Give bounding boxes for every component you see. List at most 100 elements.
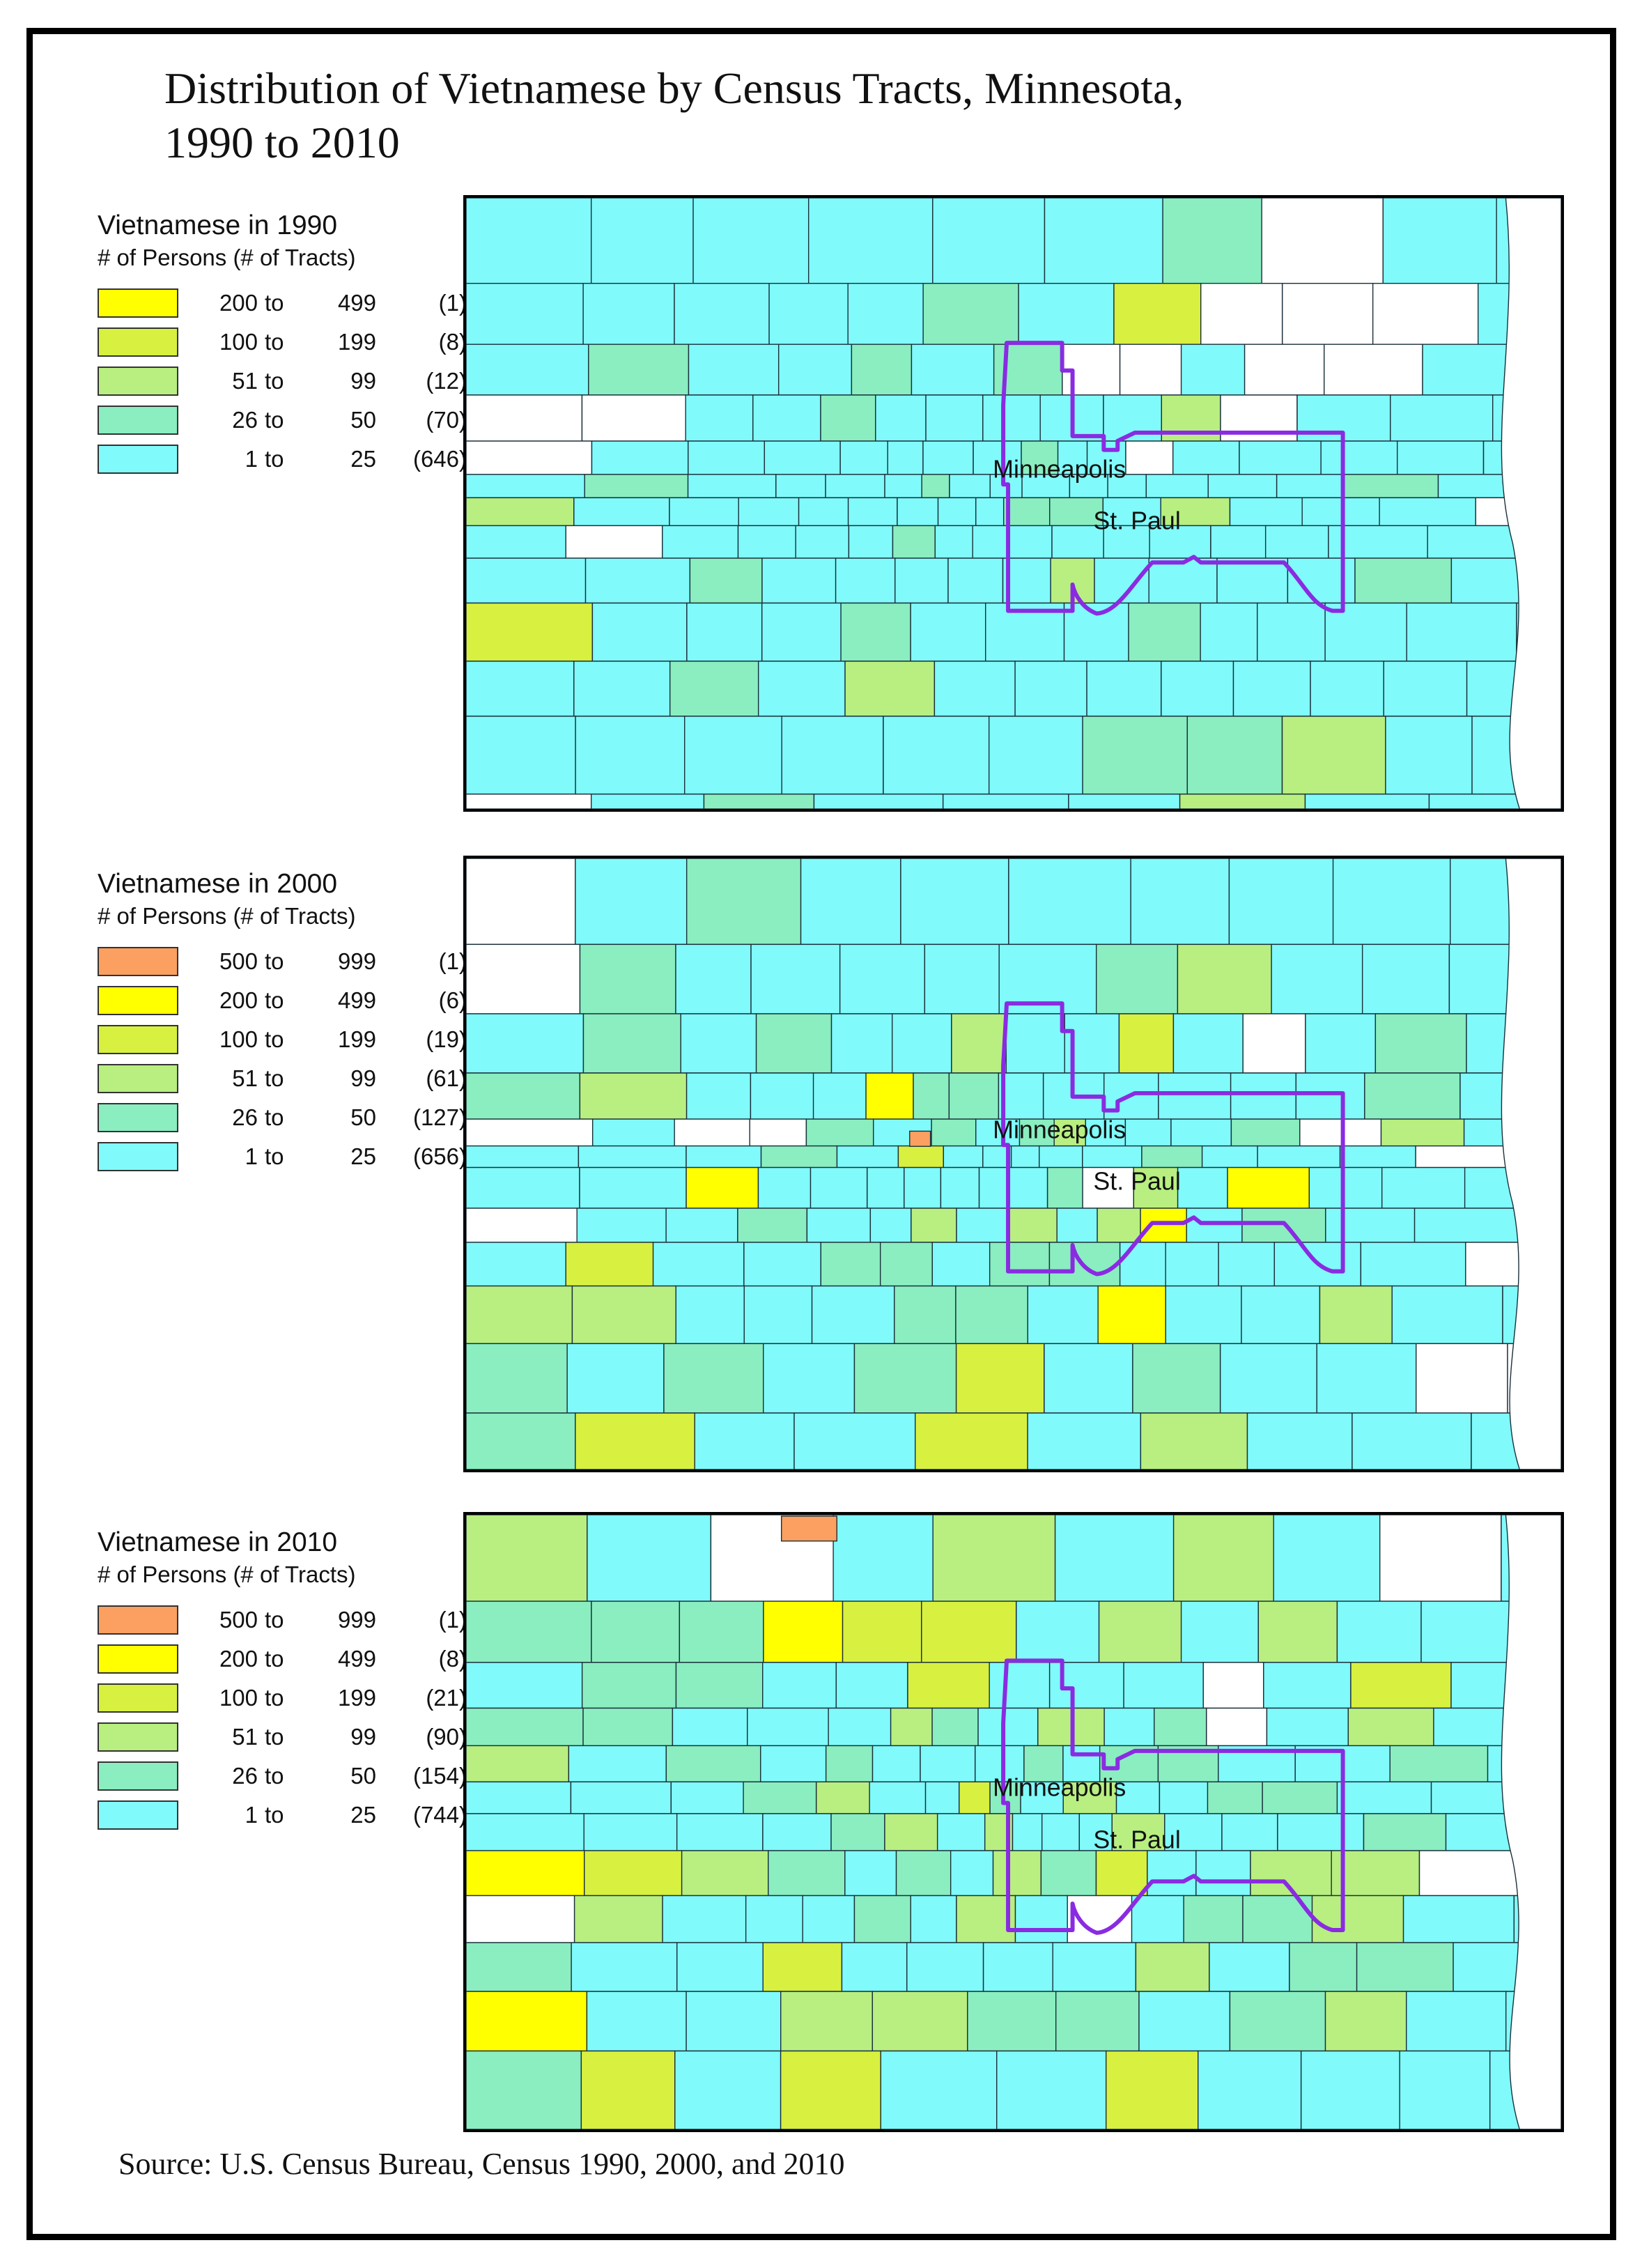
census-tract <box>694 1412 795 1469</box>
census-tract <box>466 1166 580 1209</box>
legend-swatch <box>98 1761 178 1791</box>
census-tract <box>1172 1013 1244 1074</box>
census-tract <box>582 282 675 345</box>
census-tract <box>466 943 581 1015</box>
census-tract <box>973 440 1022 475</box>
legend-subtitle: # of Persons (# of Tracts) <box>98 1561 356 1587</box>
census-tract <box>900 858 1009 946</box>
census-tract <box>1118 1013 1175 1074</box>
census-tract <box>466 716 576 795</box>
census-tract <box>591 440 689 475</box>
map-1990-svg: Minneapolis St. Paul <box>466 198 1561 809</box>
census-tract <box>982 1942 1053 1992</box>
census-tract <box>1097 1285 1166 1345</box>
census-tract <box>820 394 876 442</box>
census-tract <box>1002 497 1051 527</box>
tract-count: (8) <box>438 329 467 355</box>
census-tract <box>1145 474 1209 498</box>
census-tract <box>1027 1412 1142 1469</box>
census-tract <box>1159 1781 1209 1814</box>
range-low: 51 <box>232 1065 258 1091</box>
legend-title: Vietnamese in 2000 <box>98 869 338 899</box>
census-tract <box>880 2050 998 2129</box>
census-tract <box>1131 1895 1184 1943</box>
census-tract <box>844 1850 897 1897</box>
tract-count: (70) <box>426 407 467 433</box>
census-tract <box>1068 794 1181 809</box>
census-tract <box>763 1600 844 1663</box>
legend-swatch <box>98 1683 178 1713</box>
census-tract <box>1186 716 1283 795</box>
census-tract <box>1230 1072 1297 1120</box>
census-tract <box>1052 1942 1137 1992</box>
census-tract <box>780 2050 881 2129</box>
range-to: to <box>265 948 284 974</box>
census-tract <box>762 1662 837 1709</box>
census-tract <box>934 525 973 559</box>
census-tract <box>1044 1343 1133 1414</box>
legend-row: 51 to 99 (12) <box>98 362 467 401</box>
census-tract <box>884 1813 938 1851</box>
census-tract <box>932 1515 1056 1602</box>
census-tract <box>743 1285 813 1345</box>
census-tract <box>805 1118 874 1147</box>
legend-swatch <box>98 445 178 474</box>
census-tract <box>810 1166 868 1209</box>
census-tract <box>1257 1600 1338 1663</box>
range-high: 99 <box>350 1065 376 1091</box>
census-tract <box>894 557 949 604</box>
census-tract <box>1158 1072 1232 1120</box>
map-2010-svg: Minneapolis St. Paul <box>466 1515 1561 2129</box>
census-tract <box>681 1850 769 1897</box>
city-label-st-paul: St. Paul <box>1093 1168 1180 1196</box>
census-tract <box>813 794 944 809</box>
census-tract <box>1107 474 1147 498</box>
census-tract <box>768 1850 846 1897</box>
census-tract <box>950 1850 994 1897</box>
census-tract <box>1347 1707 1434 1747</box>
legend-title: Vietnamese in 1990 <box>98 210 338 240</box>
map-2000: Minneapolis St. Paul <box>463 856 1564 1472</box>
census-tract <box>1198 2050 1302 2129</box>
tract-layer <box>466 858 1561 1469</box>
census-tract <box>1106 2050 1199 2129</box>
census-tract <box>1383 661 1468 717</box>
census-tract <box>466 1707 584 1747</box>
census-tract <box>685 394 754 442</box>
range-high: 50 <box>350 1104 376 1130</box>
census-tract <box>1325 1208 1416 1243</box>
range-high: 499 <box>337 987 376 1013</box>
census-tract <box>1141 1145 1203 1168</box>
census-tract <box>675 1285 745 1345</box>
range-low: 51 <box>232 1724 258 1750</box>
census-tract <box>583 1813 678 1851</box>
census-tract <box>1379 1515 1502 1602</box>
census-tract <box>835 1662 908 1709</box>
census-tract <box>1382 198 1497 284</box>
range-to: to <box>265 987 284 1013</box>
census-tract <box>1263 1662 1351 1709</box>
legend-row: 1 to 25 (656) <box>98 1138 467 1177</box>
census-tract <box>1172 1515 1274 1602</box>
census-tract <box>466 794 592 809</box>
range-to: to <box>265 1026 284 1052</box>
census-tract <box>932 198 1046 284</box>
census-tract <box>1200 602 1258 662</box>
census-tract <box>798 497 849 527</box>
range-low: 100 <box>219 329 258 355</box>
census-tract <box>1336 1600 1422 1663</box>
census-tract <box>676 1813 764 1851</box>
census-tract <box>793 1412 916 1469</box>
census-tract <box>934 661 1016 717</box>
census-tract <box>1056 1208 1098 1243</box>
tract-count: (1) <box>438 948 467 974</box>
range-high: 199 <box>337 1026 376 1052</box>
tract-count: (21) <box>426 1685 467 1711</box>
census-tract <box>1271 943 1363 1015</box>
census-tract <box>1415 1145 1512 1168</box>
census-tract <box>675 1662 764 1709</box>
census-tract <box>1082 716 1188 795</box>
census-tract <box>959 1781 991 1814</box>
census-tract <box>1336 1781 1432 1814</box>
census-tract <box>582 1013 681 1074</box>
